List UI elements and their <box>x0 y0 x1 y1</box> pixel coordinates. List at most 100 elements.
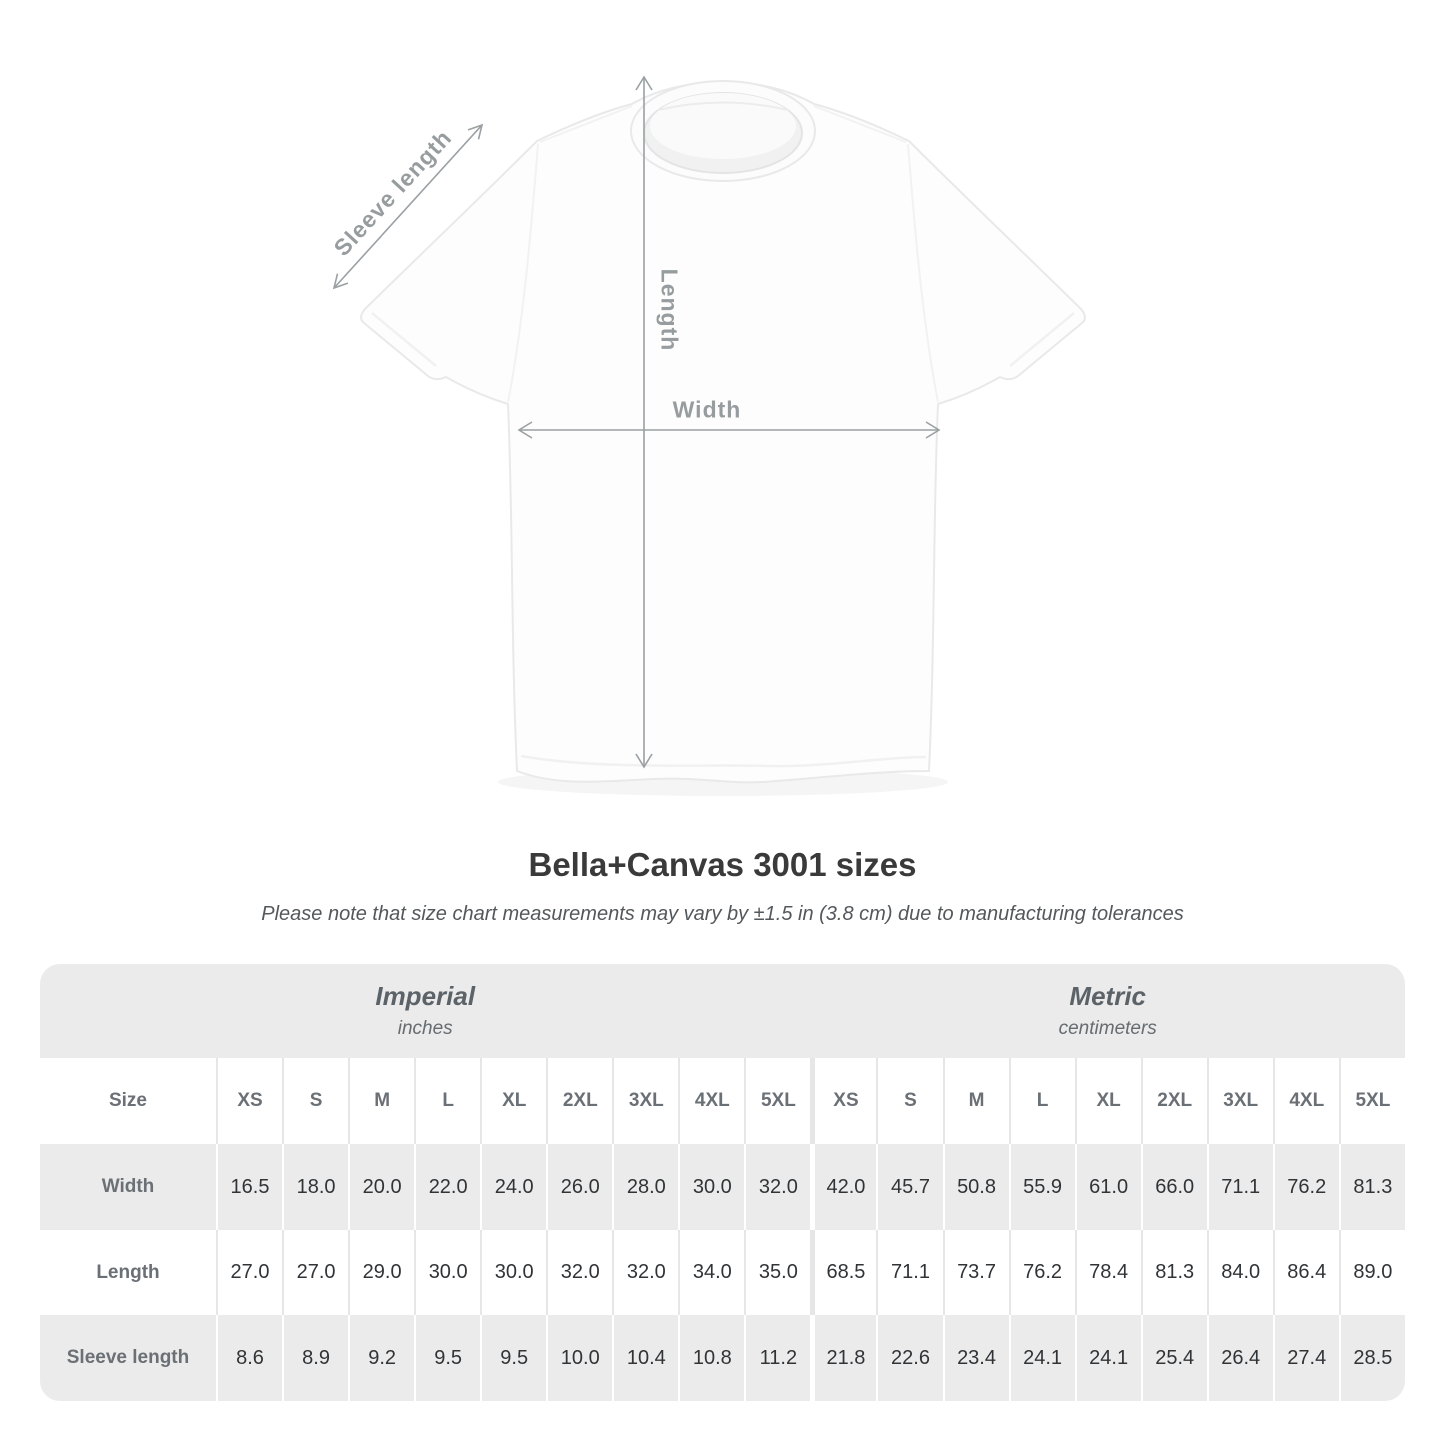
unit-group-metric: Metric centimeters <box>810 964 1405 1058</box>
size-col-header: Size <box>108 1090 148 1111</box>
value-cell: 66.0 <box>1140 1144 1207 1230</box>
size-header-cell: L <box>414 1058 480 1144</box>
value-cell: 24.0 <box>480 1144 546 1230</box>
tshirt-graphic <box>332 75 1086 784</box>
value-cell: 76.2 <box>1008 1230 1075 1315</box>
size-header-cell: 4XL <box>1272 1058 1339 1144</box>
hem-seam <box>520 754 927 768</box>
value-cell: 86.4 <box>1272 1230 1339 1315</box>
size-chart-subtitle: Please note that size chart measurements… <box>261 903 1184 925</box>
size-header-cell: S <box>876 1058 942 1144</box>
value-cell: 81.3 <box>1338 1144 1405 1230</box>
size-header-cell: XS <box>216 1058 282 1144</box>
length-arrow <box>635 75 653 769</box>
armhole-seam-right <box>907 143 939 403</box>
row-label: Length <box>96 1261 160 1283</box>
armhole-seam-left <box>507 143 539 403</box>
value-cell: 8.6 <box>216 1315 282 1401</box>
value-cell: 10.0 <box>546 1315 612 1401</box>
value-cell: 9.2 <box>348 1315 414 1401</box>
sleeve-length-arrow <box>332 123 484 290</box>
value-cell: 22.6 <box>876 1315 942 1401</box>
value-cell: 28.0 <box>612 1144 678 1230</box>
cuff-seam-right <box>1009 312 1075 367</box>
value-cell: 26.4 <box>1206 1315 1273 1401</box>
value-cell: 9.5 <box>480 1315 546 1401</box>
shoulder-seam-right <box>813 105 907 143</box>
length-label: Length <box>656 268 683 352</box>
value-cell: 18.0 <box>282 1144 348 1230</box>
value-cell: 32.0 <box>612 1230 678 1315</box>
size-header-cell: XS <box>810 1058 876 1144</box>
unit-group-row: Imperial inches Metric centimeters <box>40 964 1405 1058</box>
value-cell: 24.1 <box>1008 1315 1075 1401</box>
value-cell: 24.1 <box>1074 1315 1141 1401</box>
size-header-cell: S <box>282 1058 348 1144</box>
row-label: Width <box>101 1176 155 1197</box>
value-cell: 35.0 <box>744 1230 810 1315</box>
size-header-cell: 3XL <box>1206 1058 1273 1144</box>
value-cell: 30.0 <box>480 1230 546 1315</box>
value-cell: 11.2 <box>744 1315 810 1401</box>
unit-group-imperial: Imperial inches <box>40 964 811 1058</box>
value-cell: 20.0 <box>348 1144 414 1230</box>
size-header-cell: 2XL <box>546 1058 612 1144</box>
value-cell: 28.5 <box>1338 1315 1405 1401</box>
value-cell: 68.5 <box>810 1230 876 1315</box>
value-cell: 55.9 <box>1008 1144 1075 1230</box>
value-cell: 27.4 <box>1272 1315 1339 1401</box>
tshirt-body <box>360 81 1086 784</box>
value-cell: 8.9 <box>282 1315 348 1401</box>
cuff-seam-left <box>371 312 437 367</box>
shoulder-seam-left <box>539 105 633 143</box>
value-cell: 50.8 <box>942 1144 1009 1230</box>
width-arrow <box>517 421 941 439</box>
size-header-row: Size XS S M L XL 2XL 3XL 4XL 5XL XS S M … <box>40 1058 1405 1144</box>
size-header-cell: 5XL <box>1338 1058 1405 1144</box>
collar-inner-back <box>650 93 796 159</box>
table-row-width: Width 16.5 18.0 20.0 22.0 24.0 26.0 28.0… <box>40 1144 1405 1230</box>
value-cell: 30.0 <box>678 1144 744 1230</box>
value-cell: 76.2 <box>1272 1144 1339 1230</box>
value-cell: 25.4 <box>1140 1315 1207 1401</box>
value-cell: 81.3 <box>1140 1230 1207 1315</box>
size-table: Imperial inches Metric centimeters Size … <box>40 964 1405 1401</box>
value-cell: 61.0 <box>1074 1144 1141 1230</box>
metric-sublabel: centimeters <box>1058 1018 1157 1040</box>
width-label: Width <box>672 396 742 423</box>
value-cell: 84.0 <box>1206 1230 1273 1315</box>
value-cell: 32.0 <box>546 1230 612 1315</box>
value-cell: 10.8 <box>678 1315 744 1401</box>
value-cell: 21.8 <box>810 1315 876 1401</box>
size-table-container: Imperial inches Metric centimeters Size … <box>40 964 1405 1401</box>
metric-label: Metric <box>1069 980 1146 1011</box>
table-row-length: Length 27.0 27.0 29.0 30.0 30.0 32.0 32.… <box>40 1230 1405 1315</box>
value-cell: 30.0 <box>414 1230 480 1315</box>
value-cell: 42.0 <box>810 1144 876 1230</box>
value-cell: 89.0 <box>1338 1230 1405 1315</box>
table-row-sleeve-length: Sleeve length 8.6 8.9 9.2 9.5 9.5 10.0 1… <box>40 1315 1405 1401</box>
size-header-cell: XL <box>480 1058 546 1144</box>
size-chart-title: Bella+Canvas 3001 sizes <box>528 846 917 883</box>
value-cell: 9.5 <box>414 1315 480 1401</box>
row-label: Sleeve length <box>66 1347 190 1368</box>
size-header-cell: XL <box>1074 1058 1141 1144</box>
value-cell: 10.4 <box>612 1315 678 1401</box>
value-cell: 22.0 <box>414 1144 480 1230</box>
value-cell: 29.0 <box>348 1230 414 1315</box>
value-cell: 16.5 <box>216 1144 282 1230</box>
size-header-cell: 5XL <box>744 1058 810 1144</box>
size-header-cell: M <box>348 1058 414 1144</box>
value-cell: 71.1 <box>876 1230 942 1315</box>
size-header-cell: 2XL <box>1140 1058 1207 1144</box>
imperial-label: Imperial <box>375 980 476 1011</box>
back-neck-seam <box>657 101 789 111</box>
value-cell: 71.1 <box>1206 1144 1273 1230</box>
value-cell: 45.7 <box>876 1144 942 1230</box>
value-cell: 26.0 <box>546 1144 612 1230</box>
value-cell: 23.4 <box>942 1315 1009 1401</box>
imperial-sublabel: inches <box>397 1018 453 1040</box>
size-header-cell: L <box>1008 1058 1075 1144</box>
value-cell: 34.0 <box>678 1230 744 1315</box>
